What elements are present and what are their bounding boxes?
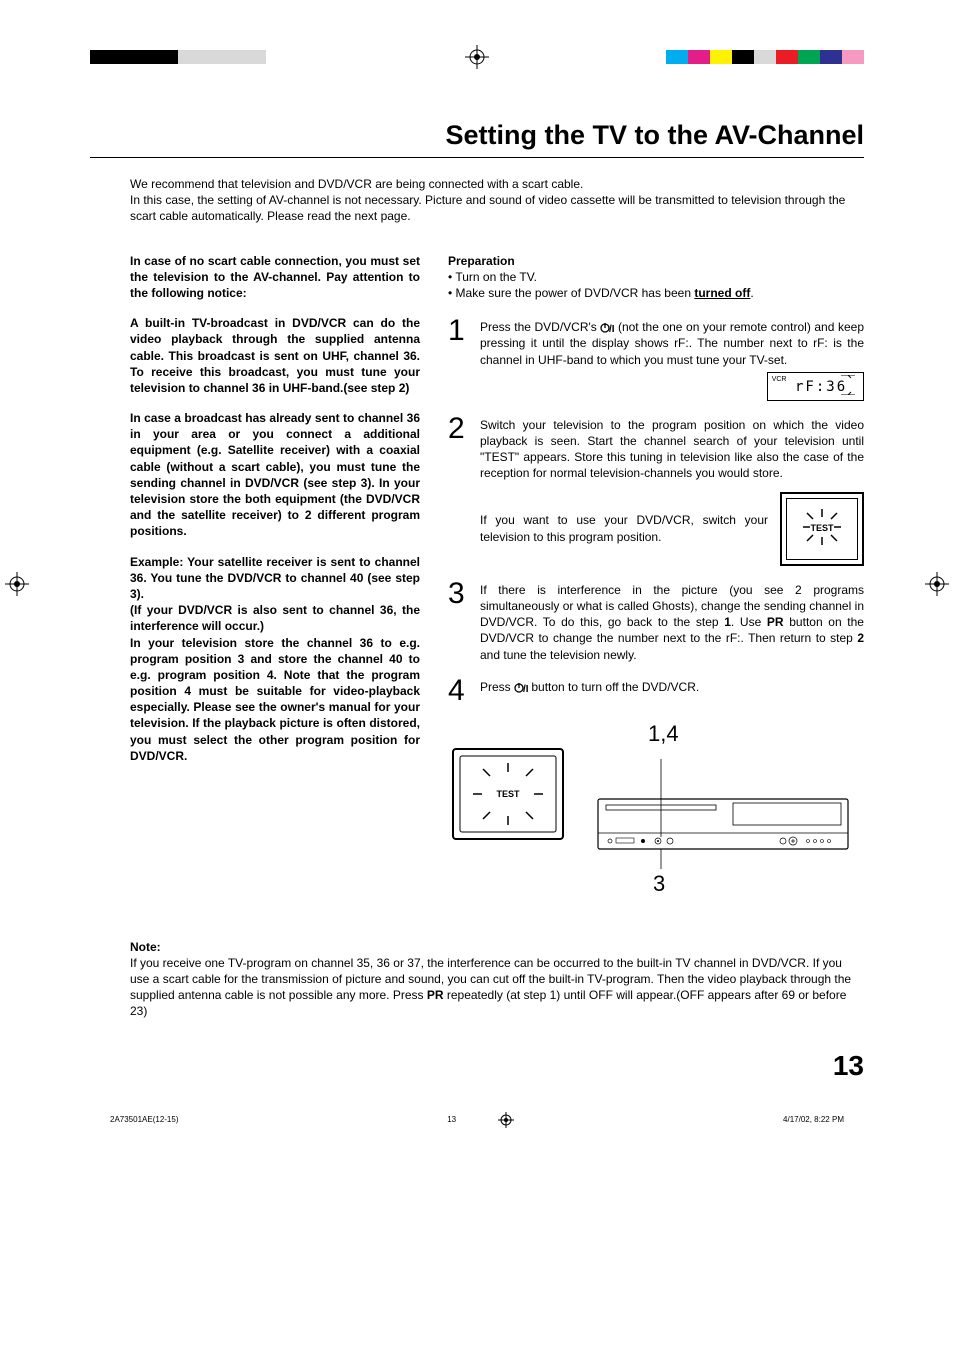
vcr-lcd-icon: rF:36 — [789, 375, 859, 395]
note-body: If you receive one TV-program on channel… — [130, 955, 854, 1020]
footer-right: 4/17/02, 8:22 PM — [783, 1115, 844, 1124]
step-number: 4 — [448, 679, 470, 703]
footer-left: 2A73501AE(12-15) — [110, 1115, 179, 1124]
step-number: 1 — [448, 319, 470, 401]
prep-item: • Turn on the TV. — [448, 269, 864, 285]
color-swatch — [112, 50, 134, 64]
preparation-block: Preparation • Turn on the TV. • Make sur… — [448, 253, 864, 302]
color-swatch — [244, 50, 266, 64]
color-swatch — [732, 50, 754, 64]
color-swatch — [90, 50, 112, 64]
diagram-label-bottom: 3 — [653, 869, 665, 899]
test-screen-diagram: TEST — [780, 492, 864, 566]
note-heading: Note: — [130, 939, 854, 955]
color-swatch — [666, 50, 688, 64]
test-icon: TEST — [797, 507, 847, 547]
footer: 2A73501AE(12-15) 13 4/17/02, 8:22 PM — [90, 1112, 864, 1128]
notice-p2: A built-in TV-broadcast in DVD/VCR can d… — [130, 315, 420, 396]
notice-p1: In case of no scart cable connection, yo… — [130, 253, 420, 302]
step-1: 1 Press the DVD/VCR's /I (not the one on… — [448, 319, 864, 401]
step-2: 2 Switch your television to the program … — [448, 417, 864, 566]
registration-mark-top — [465, 45, 489, 69]
prep-item: • Make sure the power of DVD/VCR has bee… — [448, 285, 864, 301]
power-icon: /I — [514, 682, 528, 694]
color-swatch — [688, 50, 710, 64]
print-marks — [90, 40, 864, 90]
color-swatch — [754, 50, 776, 64]
notice-p4: Example: Your satellite receiver is sent… — [130, 554, 420, 764]
footer-center: 13 — [447, 1112, 514, 1128]
color-swatch — [842, 50, 864, 64]
color-swatch — [798, 50, 820, 64]
svg-text:TEST: TEST — [810, 523, 834, 533]
color-swatch — [178, 50, 200, 64]
page-number: 13 — [90, 1050, 864, 1082]
color-swatch — [820, 50, 842, 64]
color-swatch — [200, 50, 222, 64]
step-number: 2 — [448, 417, 470, 566]
svg-text:TEST: TEST — [496, 789, 520, 799]
svg-text:rF:36: rF:36 — [795, 379, 847, 395]
equipment-diagram: 1,4 TEST — [448, 719, 864, 899]
color-swatch — [156, 50, 178, 64]
color-swatch — [222, 50, 244, 64]
intro-text: We recommend that television and DVD/VCR… — [90, 176, 864, 225]
prep-heading: Preparation — [448, 253, 864, 269]
power-icon: /I — [600, 322, 614, 334]
page-title: Setting the TV to the AV-Channel — [90, 120, 864, 158]
vcr-display: VCR rF:36 — [767, 372, 864, 401]
notice-p3: In case a broadcast has already sent to … — [130, 410, 420, 540]
color-swatch — [710, 50, 732, 64]
note-section: Note: If you receive one TV-program on c… — [90, 939, 864, 1020]
step-4: 4 Press /I button to turn off the DVD/VC… — [448, 679, 864, 703]
step-number: 3 — [448, 582, 470, 663]
notice-column: In case of no scart cable connection, yo… — [130, 253, 420, 899]
registration-mark-bottom — [498, 1112, 514, 1128]
steps-column: Preparation • Turn on the TV. • Make sur… — [448, 253, 864, 899]
color-swatch — [776, 50, 798, 64]
step-3: 3 If there is interference in the pictur… — [448, 582, 864, 663]
color-swatch — [134, 50, 156, 64]
